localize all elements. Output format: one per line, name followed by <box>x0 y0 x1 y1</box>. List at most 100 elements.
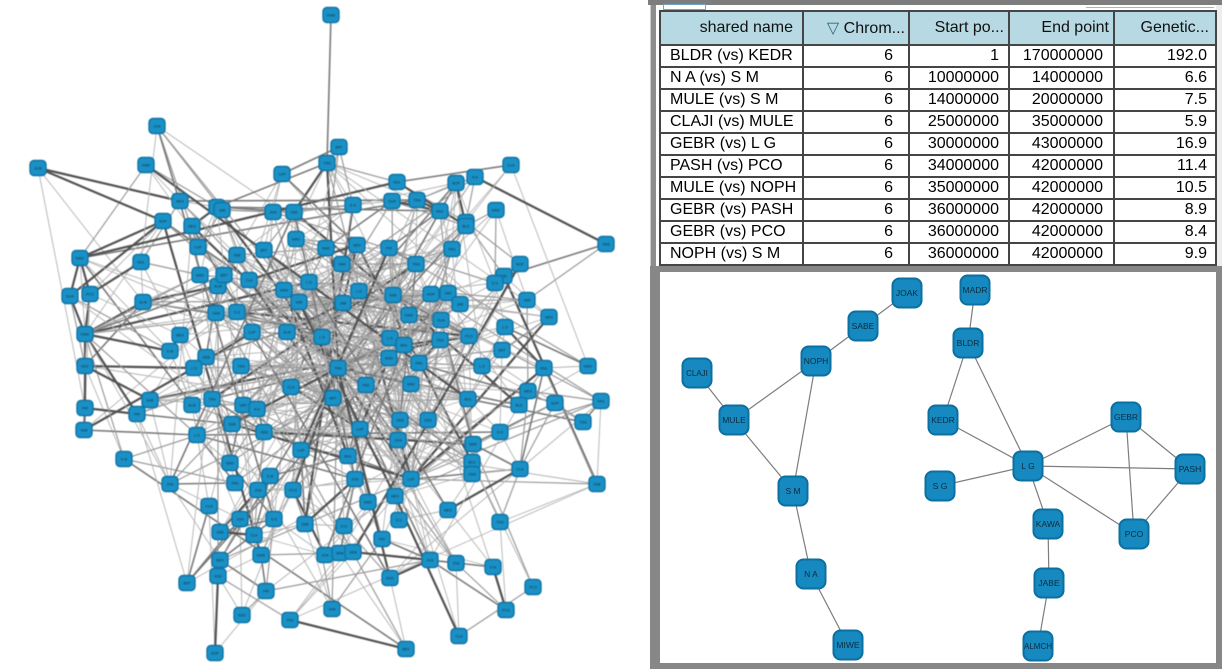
svg-text:SAB: SAB <box>228 422 236 426</box>
svg-text:L G: L G <box>502 325 508 329</box>
svg-text:MES: MES <box>353 243 361 247</box>
svg-text:TRA: TRA <box>286 618 294 622</box>
svg-text:CLA: CLA <box>456 634 464 638</box>
svg-text:MAD: MAD <box>196 273 204 277</box>
svg-text:BRT: BRT <box>183 581 191 585</box>
svg-text:LUP: LUP <box>357 427 365 431</box>
svg-text:PCO: PCO <box>289 488 297 492</box>
svg-text:S G: S G <box>341 524 347 528</box>
svg-text:MUL: MUL <box>137 260 145 264</box>
svg-text:MAD: MAD <box>584 364 592 368</box>
svg-text:CLA: CLA <box>517 467 525 471</box>
svg-text:L G: L G <box>306 280 312 284</box>
svg-text:LUP: LUP <box>279 172 287 176</box>
svg-text:CLA: CLA <box>246 278 254 282</box>
svg-text:JAB: JAB <box>457 302 464 306</box>
svg-text:JOA: JOA <box>154 124 162 128</box>
svg-text:S M: S M <box>167 349 173 353</box>
svg-text:VAR: VAR <box>290 210 298 214</box>
svg-text:SAB: SAB <box>233 253 241 257</box>
svg-text:KAW: KAW <box>280 288 289 292</box>
svg-text:BRT: BRT <box>329 396 337 400</box>
svg-text:NOP: NOP <box>452 181 460 185</box>
svg-text:JOA: JOA <box>352 477 360 481</box>
svg-text:MUL: MUL <box>344 454 352 458</box>
svg-text:CLA: CLA <box>206 504 214 508</box>
svg-text:TRA: TRA <box>323 161 331 165</box>
svg-text:KED: KED <box>386 576 394 580</box>
svg-text:PASH: PASH <box>1179 464 1202 474</box>
svg-text:ALM: ALM <box>34 166 41 170</box>
svg-text:JUN: JUN <box>270 210 277 214</box>
svg-text:JOA: JOA <box>167 482 175 486</box>
svg-text:PAS: PAS <box>416 361 424 365</box>
svg-text:JABE: JABE <box>1038 578 1060 588</box>
svg-text:VAR: VAR <box>338 262 346 266</box>
svg-text:CAN: CAN <box>394 438 402 442</box>
svg-text:PAS: PAS <box>598 399 606 403</box>
svg-text:VAR: VAR <box>295 300 303 304</box>
svg-text:S G: S G <box>933 481 948 491</box>
svg-text:S G: S G <box>396 518 402 522</box>
svg-text:PCO: PCO <box>86 292 94 296</box>
svg-text:JOAK: JOAK <box>896 288 919 298</box>
svg-text:MAD: MAD <box>492 208 500 212</box>
svg-text:PIR: PIR <box>501 274 507 278</box>
svg-text:GEB: GEB <box>349 550 357 554</box>
svg-text:N A: N A <box>254 407 260 411</box>
svg-text:L G: L G <box>191 366 197 370</box>
svg-text:MES: MES <box>176 199 184 203</box>
svg-text:TRA: TRA <box>237 364 245 368</box>
svg-text:JOA: JOA <box>427 558 435 562</box>
svg-text:MUL: MUL <box>393 180 401 184</box>
svg-text:NOP: NOP <box>551 401 559 405</box>
svg-text:S G: S G <box>350 203 356 207</box>
svg-text:MIW: MIW <box>336 551 344 555</box>
svg-text:GEB: GEB <box>396 418 404 422</box>
svg-text:GEB: GEB <box>260 430 268 434</box>
svg-text:PCO: PCO <box>1125 529 1144 539</box>
svg-text:SAB: SAB <box>389 293 397 297</box>
svg-text:S G: S G <box>234 310 240 314</box>
svg-text:PCO: PCO <box>529 585 537 589</box>
svg-text:PIR: PIR <box>379 537 385 541</box>
svg-text:LUP: LUP <box>195 245 203 249</box>
svg-text:LUP: LUP <box>298 448 306 452</box>
svg-text:GEB: GEB <box>202 355 210 359</box>
svg-text:BRT: BRT <box>335 145 343 149</box>
svg-text:TRA: TRA <box>208 397 216 401</box>
svg-text:L G: L G <box>479 364 485 368</box>
svg-text:NOP: NOP <box>427 292 435 296</box>
svg-text:TRA: TRA <box>436 338 444 342</box>
svg-text:L G: L G <box>356 289 362 293</box>
svg-text:S G: S G <box>497 430 503 434</box>
svg-text:MES: MES <box>444 508 452 512</box>
svg-text:KAW: KAW <box>257 553 266 557</box>
svg-text:KAW: KAW <box>142 163 151 167</box>
svg-text:NOP: NOP <box>159 219 167 223</box>
svg-text:MUL: MUL <box>464 397 472 401</box>
svg-text:JOA: JOA <box>322 553 330 557</box>
svg-text:NOP: NOP <box>211 651 219 655</box>
svg-text:SAB: SAB <box>146 398 154 402</box>
svg-text:S G: S G <box>271 517 277 521</box>
svg-text:GEB: GEB <box>602 242 610 246</box>
svg-text:LUP: LUP <box>408 477 416 481</box>
svg-text:KED: KED <box>214 574 222 578</box>
svg-text:TRA: TRA <box>412 262 420 266</box>
svg-text:N A: N A <box>804 569 818 579</box>
svg-text:MIW: MIW <box>469 442 477 446</box>
svg-text:JUN: JUN <box>329 607 336 611</box>
svg-text:BRT: BRT <box>260 248 268 252</box>
svg-text:KEDR: KEDR <box>931 415 955 425</box>
svg-text:L G: L G <box>194 433 200 437</box>
svg-text:SAB: SAB <box>301 522 309 526</box>
svg-text:ALM: ALM <box>283 330 290 334</box>
svg-text:L G: L G <box>387 336 393 340</box>
svg-text:GEBR: GEBR <box>1114 412 1138 422</box>
svg-text:S G: S G <box>492 281 498 285</box>
svg-text:PCO: PCO <box>465 334 473 338</box>
svg-text:L G: L G <box>319 335 325 339</box>
svg-text:MAD: MAD <box>385 356 393 360</box>
svg-text:MUL: MUL <box>540 366 548 370</box>
